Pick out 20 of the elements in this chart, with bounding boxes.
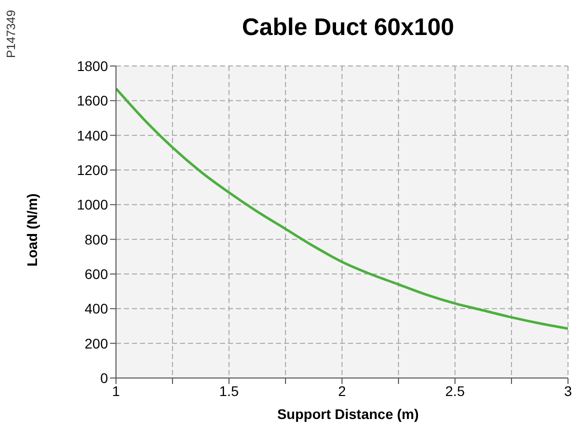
x-tick-label: 1: [112, 382, 120, 399]
y-tick-label: 600: [84, 266, 108, 282]
y-tick-label: 1400: [76, 127, 108, 144]
y-tick-label: 200: [84, 335, 108, 352]
y-tick-label: 0: [100, 370, 108, 386]
x-tick-label: 2: [338, 382, 346, 399]
line-series: [116, 87, 568, 330]
y-tick-label: 1200: [76, 162, 108, 178]
chart-title: Cable Duct 60x100: [240, 14, 456, 42]
y-tick-label: 1600: [76, 92, 108, 109]
x-tick-label: 2.5: [445, 382, 465, 399]
y-tick-label: 800: [84, 231, 108, 248]
y-axis-title: Load (N/m): [24, 193, 40, 267]
x-tick-label: 3: [564, 382, 572, 399]
y-tick-label: 400: [84, 300, 108, 317]
x-tick-label: 1.5: [219, 382, 239, 399]
text: P147349: [4, 10, 18, 58]
x-axis-title: Support Distance (m): [276, 406, 420, 422]
y-tick-label: 1800: [76, 58, 108, 74]
y-tick-label: 1000: [76, 196, 108, 213]
